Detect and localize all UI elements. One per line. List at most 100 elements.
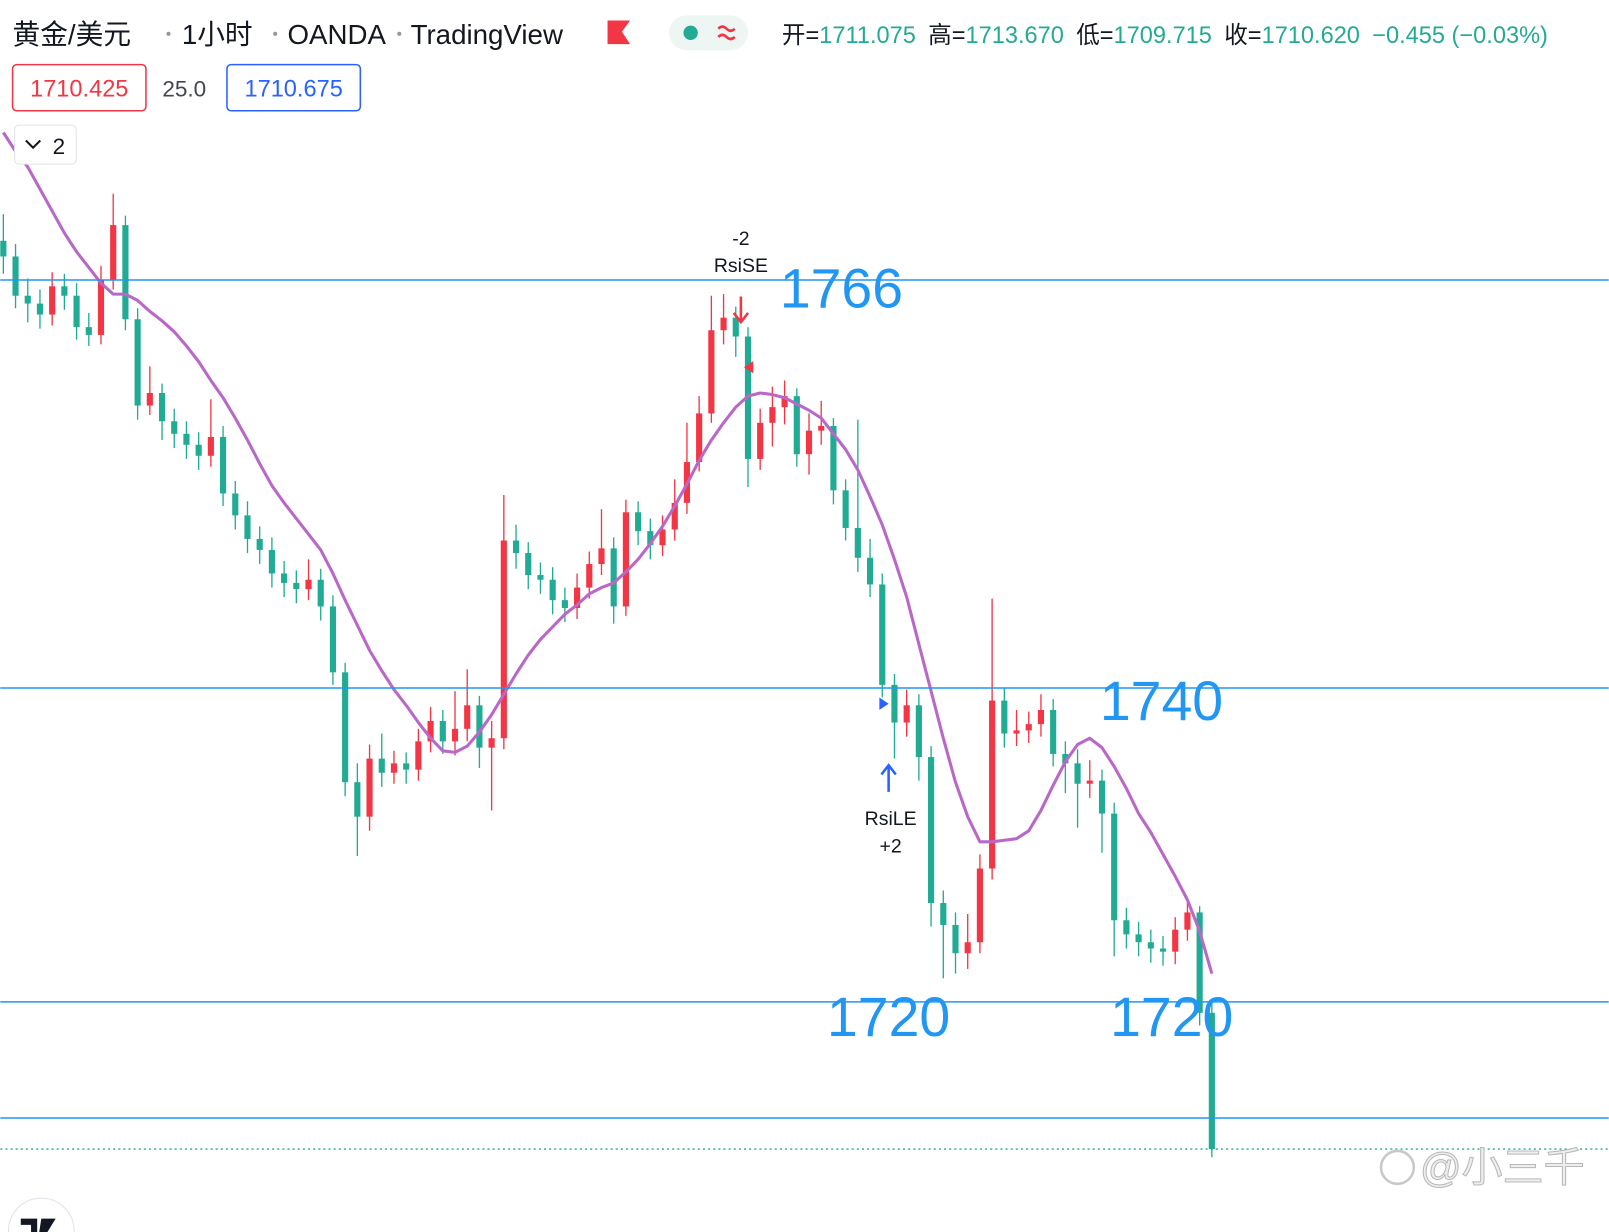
candle-body [24,295,31,304]
watermark-logo [1379,1149,1416,1186]
interval: 1小时 [182,19,253,50]
candle-body [85,327,92,335]
candle-body [195,444,202,456]
candle-body [915,705,922,758]
candle-body [586,564,593,588]
candle-body [158,393,166,422]
candle-body [146,393,153,406]
candle-body [329,606,337,673]
candle-body [439,720,446,742]
candle-body [928,757,935,904]
candle-body [354,782,361,817]
ask-price: 1710.675 [244,75,342,101]
plot-area: 1766 1740 1720 1720 -2 RsiSE RsiLE +2 [0,131,1609,1158]
watermark: @小三千 [1420,1145,1585,1191]
candle-body [61,286,68,296]
candle-body [134,319,141,406]
candle-body [342,672,349,783]
candle-body [952,924,959,954]
candle-body [232,493,239,516]
candle-body [512,540,520,554]
signal-arrow [732,296,750,325]
collapse-button[interactable] [14,124,77,165]
candle-body [403,763,410,770]
candle-body [451,728,459,742]
candle-body [720,317,727,331]
candle-body [818,425,825,431]
candle-body [989,700,996,869]
candle-body [219,436,227,494]
candle-body [903,705,910,723]
candle-body [976,868,983,943]
separator [397,31,402,36]
signal-qty: +2 [880,835,902,857]
candle-body [1147,942,1154,949]
signal-name: RsiSE [714,255,768,277]
candle-body [757,422,764,459]
ohlc-label: 低= [1076,22,1113,48]
level-label: 1720 [827,986,950,1048]
spread: 25.0 [162,76,206,101]
candle-body [842,490,849,528]
sell-button[interactable] [11,63,147,112]
candle-body [0,240,7,257]
candle-body [1074,763,1081,784]
candle-body [635,512,642,532]
buy-button[interactable] [226,63,362,112]
ohlc-label: 高= [928,22,965,48]
candle-body [879,584,886,685]
level-label: 1740 [1100,670,1223,732]
signal-marker [743,361,754,374]
status-icon [717,25,736,41]
candle-body [36,303,44,315]
candle-body [574,587,581,608]
candle-body [1123,920,1130,935]
candle-body [1184,912,1191,930]
ohlc-value: 1711.075 [819,22,916,48]
candle-body [1086,780,1093,784]
candle-body [793,396,800,455]
candle-body [390,763,398,773]
flag-icon[interactable] [607,20,631,45]
candle-body [647,531,654,546]
candle-body [427,720,434,742]
ohlc-label: 收= [1224,22,1261,48]
candle-body [122,225,129,320]
candle-body [525,553,532,576]
exchange: OANDA [287,19,386,50]
candle-body [366,758,373,817]
ohlc-label: 开= [782,22,819,48]
candle-body [622,512,629,607]
candle-body [73,295,80,328]
candle-body [317,579,324,607]
candle-body [256,538,263,550]
candle-body [1037,709,1045,725]
candle-body [110,225,117,281]
candle-body [696,413,703,463]
candle-body [293,582,300,590]
candle-body [732,317,739,337]
collapse-count: 2 [53,134,66,159]
signal-name: RsiLE [865,808,917,830]
ohlc-value: 1713.670 [966,22,1064,48]
status-pill[interactable] [669,15,749,51]
candle-body [598,548,605,565]
candle-body [1025,724,1032,731]
candle-body [97,280,105,335]
candle-body [781,396,788,408]
status-dot [683,25,698,41]
moving-average [2,131,1214,975]
candle-body [1001,700,1008,734]
candle-body [671,502,678,530]
candle-body [488,738,495,748]
candle-body [1111,813,1118,921]
chevron-icon [25,139,41,150]
logo-glyph [20,1218,56,1232]
candle-body [12,256,19,296]
candle-body [1196,912,1203,1013]
signal-arrow [880,763,897,792]
candle-body [769,407,776,423]
candle-body [964,942,971,954]
